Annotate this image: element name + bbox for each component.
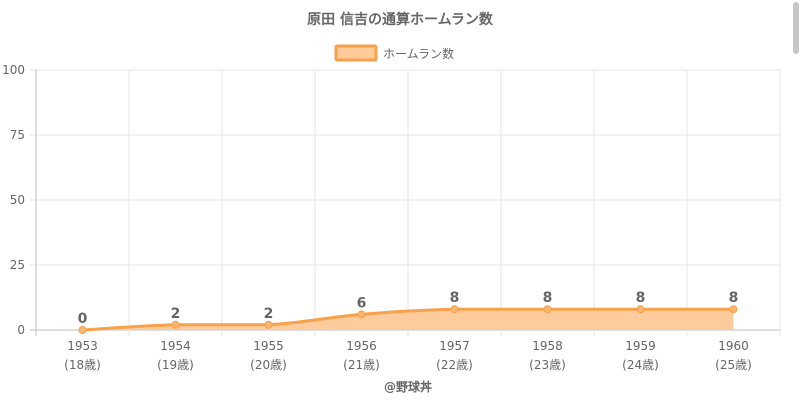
- x-tick-label: 1959: [625, 339, 656, 353]
- y-tick-label: 100: [2, 63, 25, 77]
- data-label: 8: [450, 290, 460, 306]
- data-labels: 0 2 2 6 8 8 8 8: [78, 290, 739, 327]
- x-tick-label: 1960: [718, 339, 749, 353]
- data-label: 8: [636, 290, 646, 306]
- data-point: [543, 305, 552, 314]
- x-tick-sublabel: (23歳): [529, 358, 566, 372]
- legend[interactable]: ホームラン数: [334, 44, 454, 62]
- legend-label: ホームラン数: [383, 46, 454, 61]
- data-label: 6: [357, 295, 367, 311]
- x-tick-label: 1956: [346, 339, 377, 353]
- data-label: 2: [171, 306, 181, 322]
- data-point: [729, 305, 738, 314]
- series-points: [78, 305, 738, 334]
- x-tick-label: 1955: [253, 339, 284, 353]
- x-tick-sublabel: (19歳): [157, 358, 194, 372]
- data-point: [357, 310, 366, 319]
- data-point: [78, 326, 87, 334]
- x-axis-ticks: 1953 (18歳) 1954 (19歳) 1955 (20歳) 1956 (21歳) 1957…: [64, 339, 752, 372]
- data-label: 8: [729, 290, 739, 306]
- x-tick-sublabel: (25歳): [715, 358, 752, 372]
- vertical-scrollbar[interactable]: [792, 0, 800, 400]
- gridlines: [30, 69, 781, 336]
- x-tick-sublabel: (21歳): [343, 358, 380, 372]
- data-label: 0: [78, 311, 88, 327]
- x-tick-sublabel: (20歳): [250, 358, 287, 372]
- scrollbar-thumb[interactable]: [793, 2, 799, 54]
- y-tick-label: 0: [17, 323, 25, 337]
- source-credit: @野球丼: [384, 379, 432, 394]
- y-tick-label: 25: [10, 258, 25, 272]
- legend-swatch: [334, 44, 378, 62]
- x-tick-label: 1953: [67, 339, 98, 353]
- x-tick-label: 1954: [160, 339, 191, 353]
- data-point: [171, 320, 180, 329]
- y-axis-ticks: 0 25 50 75 100: [2, 63, 25, 337]
- y-tick-label: 75: [10, 128, 25, 142]
- x-tick-sublabel: (24歳): [622, 358, 659, 372]
- x-tick-sublabel: (22歳): [436, 358, 473, 372]
- x-tick-label: 1957: [439, 339, 470, 353]
- data-point: [636, 305, 645, 314]
- data-label: 8: [543, 290, 553, 306]
- chart-title: 原田 信吉の通算ホームラン数: [307, 11, 494, 28]
- x-tick-label: 1958: [532, 339, 563, 353]
- data-point: [450, 305, 459, 314]
- series-line: [82, 307, 734, 332]
- data-label: 2: [264, 306, 274, 322]
- x-tick-sublabel: (18歳): [64, 358, 101, 372]
- data-point: [264, 320, 273, 329]
- y-tick-label: 50: [10, 193, 25, 207]
